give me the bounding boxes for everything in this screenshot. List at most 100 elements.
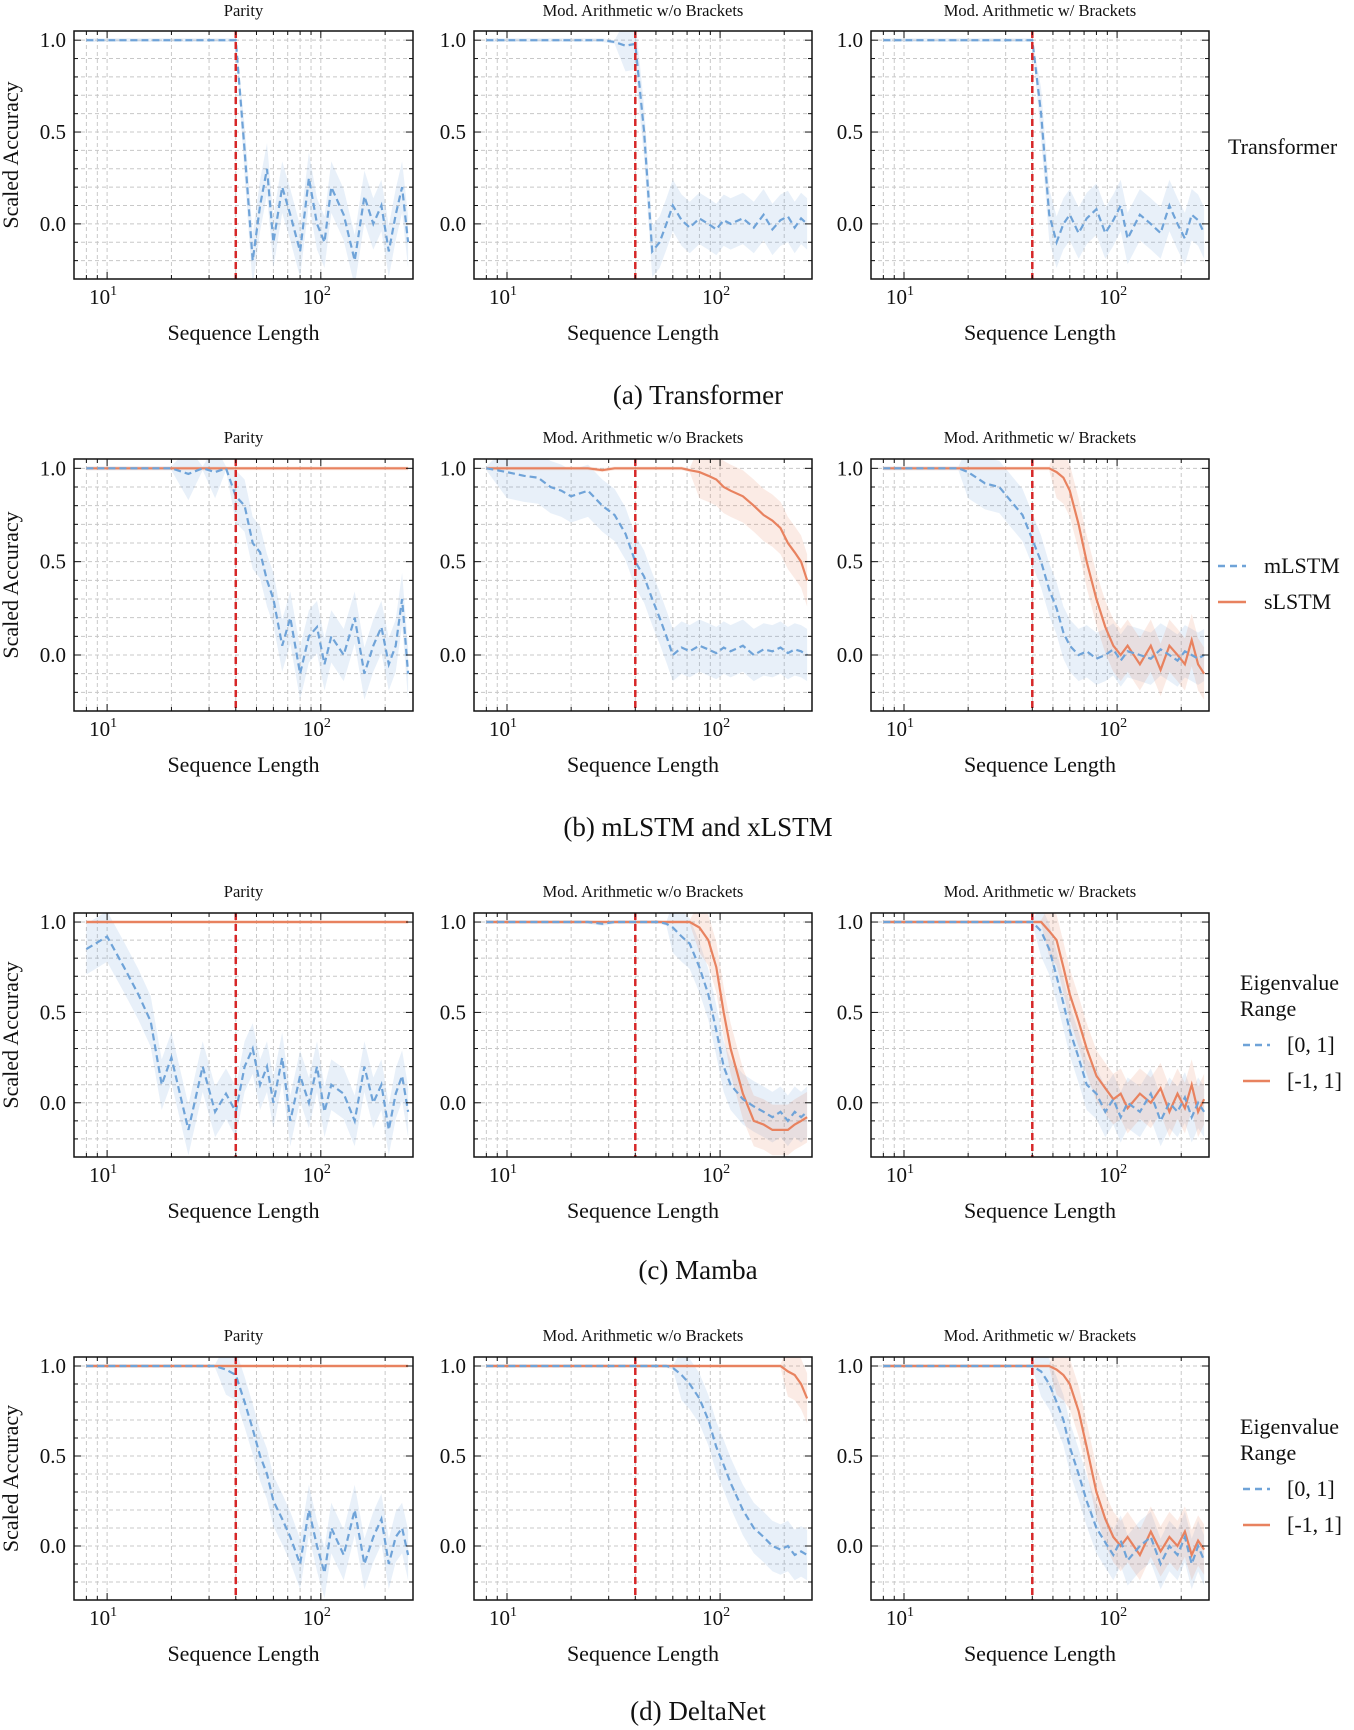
x-tick-base: 10 xyxy=(702,1163,723,1187)
x-tick-label: 102 xyxy=(1099,284,1127,309)
x-axis-label: Sequence Length xyxy=(567,320,719,345)
x-tick-label: 101 xyxy=(89,1605,117,1630)
confidence-band xyxy=(86,1357,409,1599)
x-tick-base: 10 xyxy=(489,285,510,309)
x-tick-label: 101 xyxy=(886,716,914,741)
y-tick-label: 1.0 xyxy=(440,28,466,52)
legend-title-line1: Eigenvalue xyxy=(1240,970,1339,995)
x-tick-base: 10 xyxy=(702,285,723,309)
x-tick-base: 10 xyxy=(303,717,324,741)
caption-a: (a) Transformer xyxy=(613,380,783,410)
legend-title-line1: Eigenvalue xyxy=(1240,1414,1339,1439)
y-tick-label: 0.5 xyxy=(837,1000,863,1024)
x-tick-exponent: 2 xyxy=(723,716,730,731)
x-tick-label: 101 xyxy=(489,1605,517,1630)
x-tick-exponent: 2 xyxy=(1120,1162,1127,1177)
legend-c: Eigenvalue Range [0, 1] [-1, 1] xyxy=(1240,970,1342,1093)
x-tick-exponent: 2 xyxy=(1120,1605,1127,1620)
axes-frame xyxy=(473,912,813,1158)
x-tick-exponent: 2 xyxy=(324,1162,331,1177)
series-line xyxy=(86,466,410,675)
plot-area xyxy=(486,913,808,1156)
legend-title-line2: Range xyxy=(1240,1440,1296,1465)
series-line xyxy=(486,920,808,1123)
series-line xyxy=(86,39,410,261)
confidence-band xyxy=(883,1357,1205,1581)
confidence-band xyxy=(486,459,808,682)
x-tick-base: 10 xyxy=(1099,717,1120,741)
x-tick-exponent: 1 xyxy=(510,1605,517,1620)
x-tick-exponent: 1 xyxy=(110,1162,117,1177)
axes-frame xyxy=(870,1356,1210,1601)
series-line xyxy=(86,1364,410,1574)
x-tick-label: 102 xyxy=(1099,716,1127,741)
x-axis-label: Sequence Length xyxy=(167,1198,319,1223)
y-tick-label: 0.5 xyxy=(40,550,66,574)
plot-area xyxy=(486,1357,809,1581)
x-axis-label: Sequence Length xyxy=(167,320,319,345)
axes-frame xyxy=(473,458,813,712)
x-axis-label: Sequence Length xyxy=(964,752,1116,777)
x-tick-exponent: 1 xyxy=(510,284,517,299)
y-tick-label: 0.0 xyxy=(440,212,466,236)
x-tick-label: 101 xyxy=(886,1605,914,1630)
y-tick-label: 1.0 xyxy=(40,1354,66,1378)
x-tick-label: 102 xyxy=(702,716,730,741)
panel-title: Parity xyxy=(224,882,264,901)
axes-frame xyxy=(73,912,414,1158)
y-tick-label: 0.5 xyxy=(440,1000,466,1024)
x-tick-label: 101 xyxy=(89,284,117,309)
axes-frame xyxy=(870,458,1210,712)
x-tick-base: 10 xyxy=(489,1606,510,1630)
x-tick-label: 102 xyxy=(303,1605,331,1630)
x-tick-exponent: 1 xyxy=(907,716,914,731)
x-tick-label: 101 xyxy=(489,284,517,309)
x-tick-label: 102 xyxy=(1099,1162,1127,1187)
y-tick-label: 0.0 xyxy=(40,643,66,667)
x-tick-exponent: 2 xyxy=(324,716,331,731)
caption-d: (d) DeltaNet xyxy=(630,1696,766,1726)
axes-frame xyxy=(473,30,813,280)
panel-title: Mod. Arithmetic w/o Brackets xyxy=(543,882,744,901)
y-tick-label: 0.5 xyxy=(440,1444,466,1468)
x-tick-base: 10 xyxy=(886,717,907,741)
confidence-band xyxy=(86,459,409,700)
x-axis-label: Sequence Length xyxy=(964,1198,1116,1223)
y-tick-label: 0.0 xyxy=(837,1091,863,1115)
y-tick-label: 0.0 xyxy=(440,1091,466,1115)
y-tick-label: 0.0 xyxy=(40,212,66,236)
x-tick-base: 10 xyxy=(303,285,324,309)
y-tick-label: 0.5 xyxy=(837,120,863,144)
y-tick-label: 0.5 xyxy=(837,550,863,574)
x-tick-label: 101 xyxy=(89,716,117,741)
plot-area xyxy=(86,1357,410,1599)
panel-title: Mod. Arithmetic w/ Brackets xyxy=(944,428,1136,447)
x-axis-label: Sequence Length xyxy=(567,1198,719,1223)
legend-d: Eigenvalue Range [0, 1] [-1, 1] xyxy=(1240,1414,1342,1537)
x-tick-label: 101 xyxy=(489,1162,517,1187)
series-line xyxy=(883,467,1205,663)
x-tick-base: 10 xyxy=(1099,1606,1120,1630)
y-tick-label: 0.5 xyxy=(40,1000,66,1024)
axes-frame xyxy=(73,458,414,712)
x-tick-base: 10 xyxy=(89,717,110,741)
x-tick-exponent: 1 xyxy=(907,1605,914,1620)
series-line xyxy=(486,467,809,581)
series-line xyxy=(85,934,410,1131)
confidence-band xyxy=(86,38,409,279)
y-tick-label: 0.0 xyxy=(837,643,863,667)
x-tick-base: 10 xyxy=(89,1163,110,1187)
x-tick-base: 10 xyxy=(886,1163,907,1187)
y-tick-label: 1.0 xyxy=(40,456,66,480)
series-line xyxy=(486,467,808,657)
confidence-band xyxy=(486,1357,808,1424)
x-tick-exponent: 2 xyxy=(1120,284,1127,299)
x-tick-label: 102 xyxy=(702,284,730,309)
